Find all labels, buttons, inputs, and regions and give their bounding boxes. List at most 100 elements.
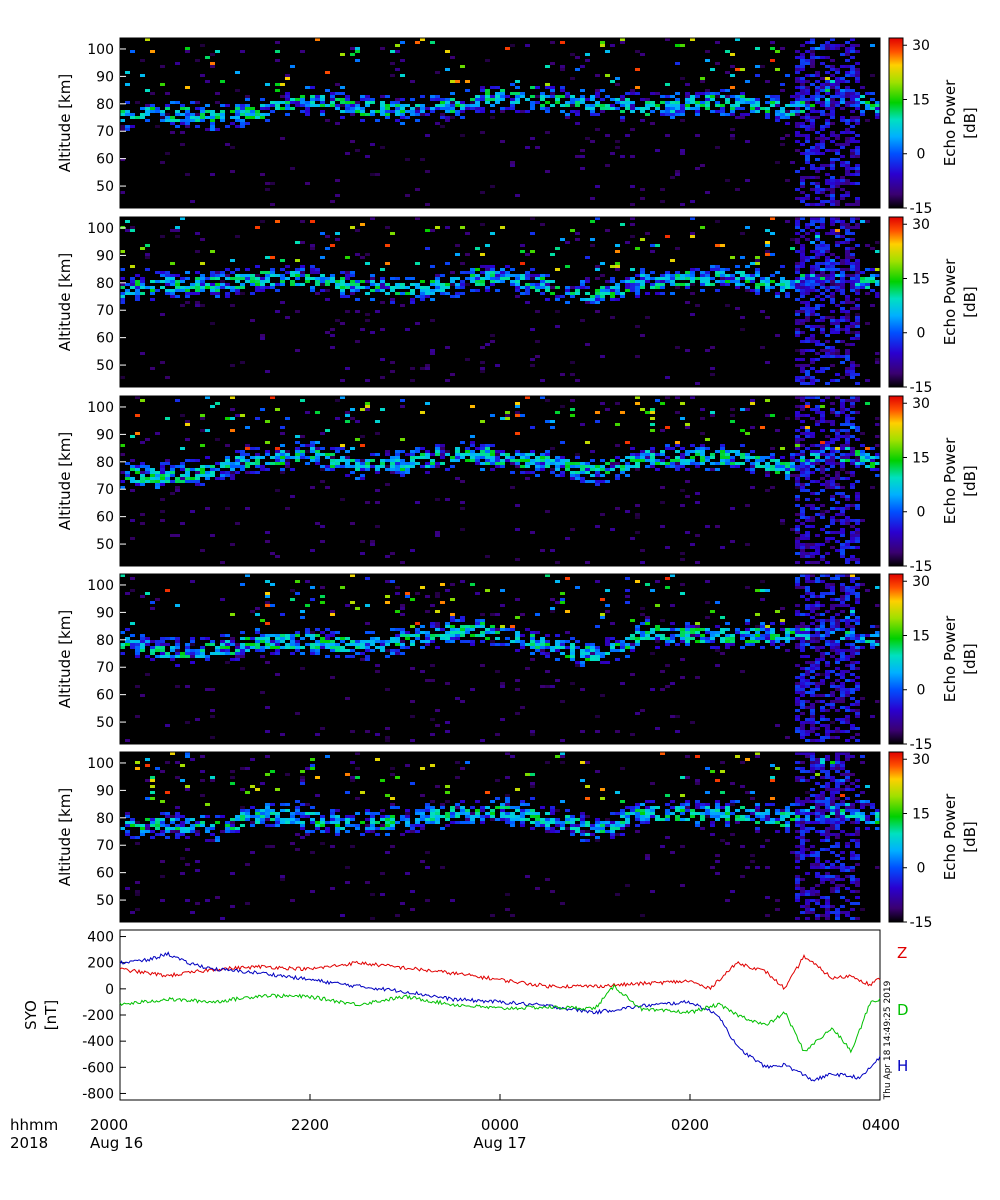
echo-cell [670,459,675,462]
echo-cell [810,56,815,59]
echo-cell [800,486,805,489]
echo-cell [780,107,785,110]
echo-cell [270,604,275,607]
echo-cell [840,453,845,456]
echo-cell [830,217,835,220]
echo-cell [575,292,580,295]
echo-cell [540,396,545,399]
echo-cell [210,128,215,131]
echo-cell [435,622,440,625]
echo-cell [265,622,270,625]
echo-cell [625,646,630,649]
echo-cell [770,637,775,640]
colorbar-tick-label: -15 [910,380,933,396]
echo-cell [800,62,805,65]
echo-cell [720,640,725,643]
echo-cell [765,468,770,471]
echo-cell [315,292,320,295]
echo-cell [530,95,535,98]
echo-cell [800,295,805,298]
echo-cell [750,465,755,468]
echo-cell [755,289,760,292]
echo-cell [300,667,305,670]
echo-cell [210,283,215,286]
echo-cell [200,468,205,471]
echo-cell [440,125,445,128]
echo-cell [710,631,715,634]
echo-cell [800,534,805,537]
echo-cell [280,456,285,459]
echo-cell [235,465,240,468]
echo-cell [385,688,390,691]
echo-cell [670,107,675,110]
echo-cell [765,286,770,289]
echo-cell [525,453,530,456]
echo-cell [395,471,400,474]
echo-cell [405,637,410,640]
echo-cell [405,104,410,107]
echo-cell [850,331,855,334]
echo-cell [155,432,160,435]
echo-cell [395,637,400,640]
echo-cell [470,405,475,408]
echo-cell [510,268,515,271]
echo-cell [615,101,620,104]
echo-cell [365,405,370,408]
echo-cell [855,546,860,549]
echo-cell [395,640,400,643]
echo-cell [280,426,285,429]
echo-cell [475,107,480,110]
echo-cell [610,298,615,301]
echo-cell [315,453,320,456]
echo-cell [685,92,690,95]
echo-cell [635,516,640,519]
echo-cell [705,98,710,101]
echo-cell [475,459,480,462]
echo-cell [130,465,135,468]
echo-cell [265,286,270,289]
echo-cell [735,280,740,283]
echo-cell [370,113,375,116]
echo-cell [125,462,130,465]
echo-cell [460,480,465,483]
echo-cell [510,104,515,107]
echo-cell [125,640,130,643]
echo-cell [535,289,540,292]
echo-cell [585,280,590,283]
echo-cell [520,459,525,462]
echo-cell [825,280,830,283]
echo-cell [235,89,240,92]
echo-cell [245,426,250,429]
echo-cell [845,355,850,358]
echo-cell [395,465,400,468]
echo-cell [395,101,400,104]
echo-cell [825,483,830,486]
echo-cell [275,50,280,53]
echo-cell [335,631,340,634]
echo-cell [685,423,690,426]
echo-cell [260,634,265,637]
echo-cell [800,489,805,492]
echo-cell [275,673,280,676]
echo-cell [820,411,825,414]
echo-cell [530,450,535,453]
echo-cell [745,619,750,622]
echo-cell [475,280,480,283]
echo-cell [620,649,625,652]
echo-cell [475,101,480,104]
echo-cell [695,676,700,679]
echo-cell [605,280,610,283]
echo-cell [295,453,300,456]
echo-cell [340,101,345,104]
echo-cell [835,89,840,92]
echo-cell [840,486,845,489]
echo-cell [830,411,835,414]
echo-cell [830,59,835,62]
echo-cell [485,459,490,462]
echo-cell [315,277,320,280]
echo-cell [730,95,735,98]
echo-cell [615,477,620,480]
echo-cell [220,280,225,283]
echo-cell [270,634,275,637]
echo-cell [135,286,140,289]
